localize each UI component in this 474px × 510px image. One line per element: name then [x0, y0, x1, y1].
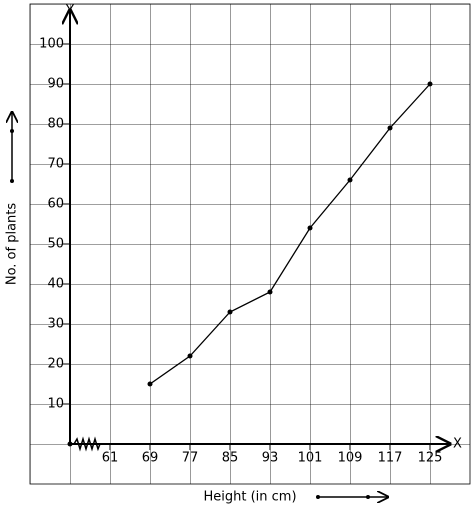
data-point	[427, 81, 433, 87]
graph-paper	[29, 3, 471, 485]
y-axis-name: Y	[65, 4, 74, 19]
data-point	[227, 309, 233, 315]
y-tick-label: 70	[47, 157, 64, 172]
x-tick-label: 93	[262, 451, 279, 466]
origin-dot	[67, 441, 73, 447]
y-tick-label: 40	[47, 277, 64, 292]
x-tick-label: 125	[418, 451, 443, 466]
x-tick-label: 77	[182, 451, 199, 466]
y-tick-label: 10	[47, 397, 64, 412]
y-arrow-dot	[10, 179, 14, 183]
axis-break	[73, 436, 101, 452]
x-arrow-dot	[366, 495, 370, 499]
y-tick-label: 100	[39, 37, 64, 52]
y-tick-label: 90	[47, 77, 64, 92]
data-point	[147, 381, 153, 387]
data-line	[149, 83, 431, 385]
data-point	[347, 177, 353, 183]
x-tick-label: 61	[102, 451, 119, 466]
data-point	[187, 353, 193, 359]
y-tick-label: 80	[47, 117, 64, 132]
y-arrow-dot	[10, 129, 14, 133]
y-tick-label: 30	[47, 317, 64, 332]
data-point	[307, 225, 313, 231]
x-tick-label: 109	[338, 451, 363, 466]
data-point	[387, 125, 393, 131]
x-axis-label: Height (in cm)	[203, 490, 296, 505]
y-tick-label: 20	[47, 357, 64, 372]
y-axis-label: No. of plants	[5, 203, 20, 286]
y-tick-label: 50	[47, 237, 64, 252]
x-tick-label: 101	[298, 451, 323, 466]
data-point	[267, 289, 273, 295]
x-tick-label: 69	[142, 451, 159, 466]
x-tick-label: 117	[378, 451, 403, 466]
x-arrow-dot	[316, 495, 320, 499]
x-axis-name: X	[453, 437, 462, 452]
x-tick-label: 85	[222, 451, 239, 466]
y-tick-label: 60	[47, 197, 64, 212]
